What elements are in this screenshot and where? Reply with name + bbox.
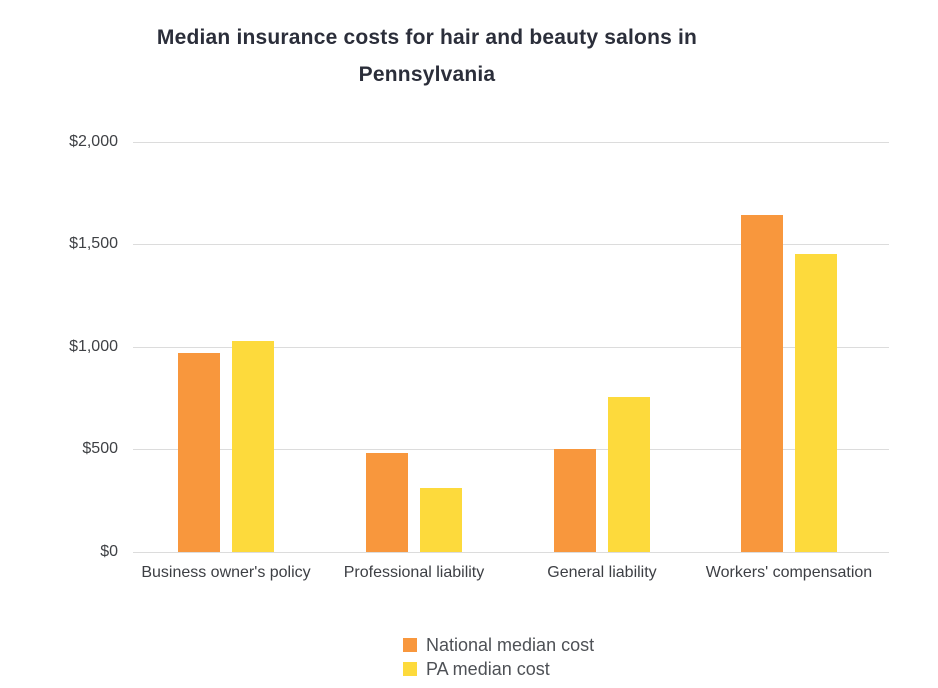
bar-national-3 bbox=[741, 215, 783, 552]
bar-national-2 bbox=[554, 449, 596, 552]
bar-pa-0 bbox=[232, 340, 274, 552]
y-axis-tick-label: $2,000 bbox=[69, 132, 118, 150]
legend-label: PA median cost bbox=[426, 659, 550, 679]
legend-item-national: National median cost bbox=[403, 636, 594, 654]
gridline-2000 bbox=[133, 141, 889, 143]
bar-national-0 bbox=[178, 352, 220, 552]
gridline-1000 bbox=[133, 346, 889, 348]
x-axis-category-label: Workers' compensation bbox=[705, 564, 873, 581]
legend-swatch-icon bbox=[403, 638, 417, 652]
y-axis-tick-label: $1,500 bbox=[69, 235, 118, 253]
y-axis-tick-label: $500 bbox=[82, 440, 118, 458]
y-axis-tick-label: $1,000 bbox=[69, 337, 118, 355]
bar-pa-3 bbox=[795, 254, 837, 552]
gridline-1500 bbox=[133, 244, 889, 246]
x-axis-category-label: General liability bbox=[547, 564, 657, 581]
bar-national-1 bbox=[366, 453, 408, 552]
y-axis-tick-label: $0 bbox=[100, 543, 118, 560]
legend-label: National median cost bbox=[426, 635, 595, 655]
chart-legend: National median cost PA median cost bbox=[403, 636, 594, 678]
x-axis-category-label: Professional liability bbox=[343, 564, 485, 581]
bar-pa-1 bbox=[420, 488, 462, 552]
gridline-0 bbox=[133, 552, 889, 553]
chart-title: Median insurance costs for hair and beau… bbox=[156, 26, 698, 86]
gridline-500 bbox=[133, 449, 889, 451]
bar-pa-2 bbox=[608, 397, 650, 552]
legend-item-pa: PA median cost bbox=[403, 660, 594, 678]
x-axis-category-label: Business owner's policy bbox=[141, 564, 311, 581]
legend-swatch-icon bbox=[403, 662, 417, 676]
